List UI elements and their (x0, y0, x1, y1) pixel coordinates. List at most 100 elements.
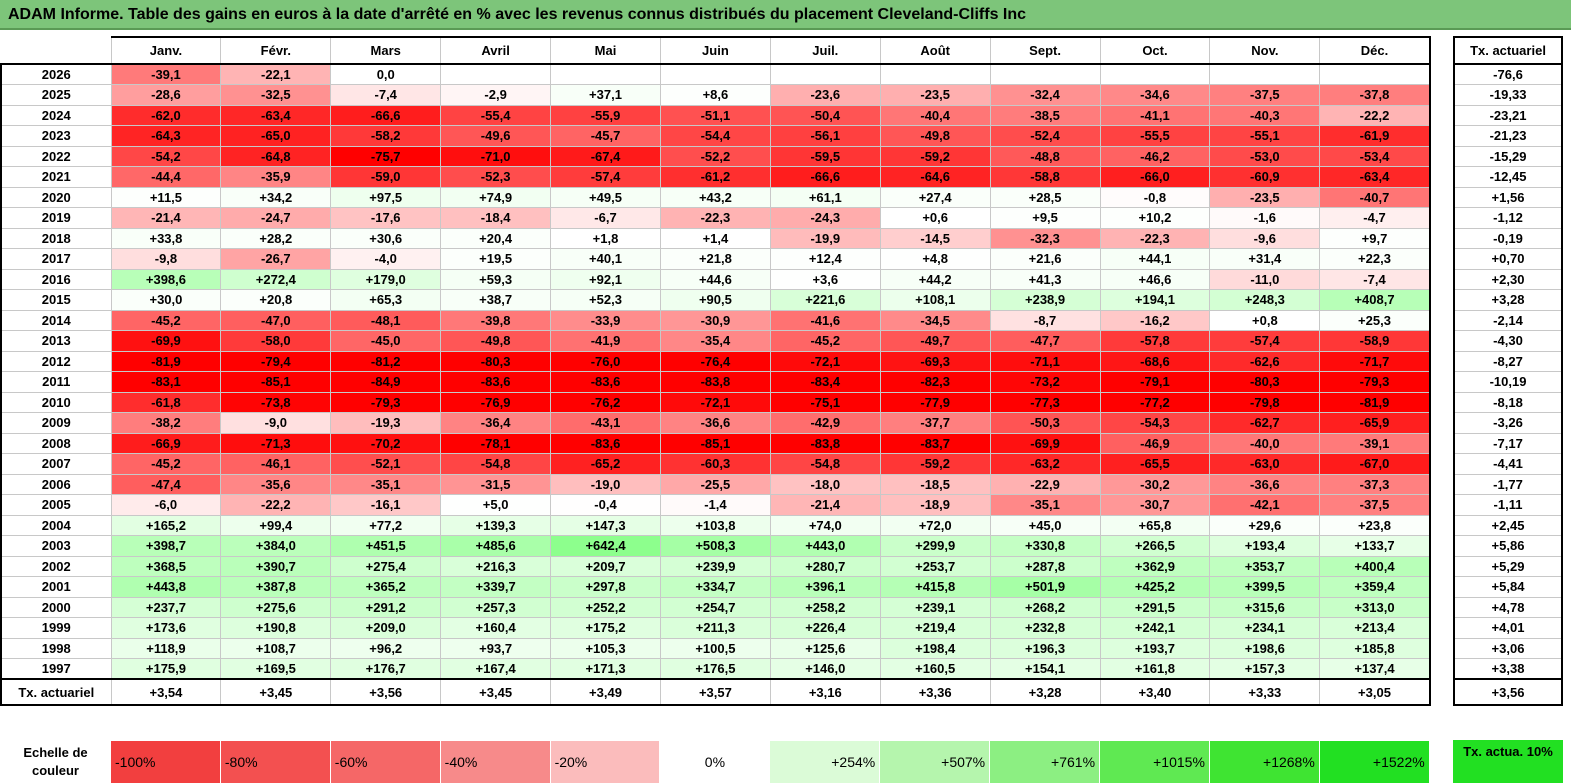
year-cell: 2001 (0, 576, 112, 598)
table-row: 2011 -83,1 -85,1 -84,9 -83,6 -83,6 -83,8 -83,4-… (0, 371, 1431, 393)
value-cell: -57,8 (1099, 330, 1211, 352)
value-cell: +194,1 (1099, 289, 1211, 311)
value-cell: -65,0 (220, 125, 332, 147)
value-cell: +211,3 (659, 617, 771, 639)
value-cell: -46,9 (1099, 432, 1211, 454)
rate-cell: +5,86 (1453, 535, 1563, 557)
value-cell: -81,2 (330, 350, 442, 372)
value-cell: +146,0 (769, 658, 881, 680)
table-row: 1997 +175,9 +169,5 +176,7 +167,4 +171,3 +176,5… (0, 658, 1431, 680)
value-cell: +3,6 (769, 268, 881, 290)
value-cell: -66,9 (110, 432, 222, 454)
value-cell: -41,6 (769, 309, 881, 331)
value-cell: -56,1 (769, 125, 881, 147)
year-cell: 2022 (0, 145, 112, 167)
value-cell: -40,4 (879, 104, 991, 126)
table-row: 2008 -66,9 -71,3 -70,2 -78,1 -83,6 -85,1 -83,8-… (0, 432, 1431, 454)
value-cell: -38,5 (989, 104, 1101, 126)
value-cell: +185,8 (1319, 637, 1431, 659)
rate-cell: -7,17 (1453, 432, 1563, 454)
year-cell: 2000 (0, 596, 112, 618)
value-cell: +190,8 (220, 617, 332, 639)
value-cell: -34,6 (1099, 84, 1211, 106)
value-cell: -21,4 (769, 494, 881, 516)
value-cell: -77,3 (989, 391, 1101, 413)
value-cell: -47,7 (989, 330, 1101, 352)
value-cell: -63,0 (1209, 453, 1321, 475)
table-row: 2014 -45,2 -47,0 -48,1 -39,8 -33,9 -30,9 -41,6-… (0, 309, 1431, 331)
value-cell: -66,6 (330, 104, 442, 126)
rate-cell: -8,18 (1453, 391, 1563, 413)
year-cell: 1999 (0, 617, 112, 639)
value-cell: -52,4 (989, 125, 1101, 147)
value-cell: +28,2 (220, 227, 332, 249)
value-cell: +359,4 (1319, 576, 1431, 598)
value-cell: +237,7 (110, 596, 222, 618)
value-cell: +74,9 (440, 186, 552, 208)
value-cell: +399,5 (1209, 576, 1321, 598)
value-cell: -37,7 (879, 412, 991, 434)
value-cell: +642,4 (550, 535, 661, 557)
value-cell: +29,6 (1209, 514, 1321, 536)
value-cell: +248,3 (1209, 289, 1321, 311)
value-cell: -37,3 (1319, 473, 1431, 495)
value-cell: +157,3 (1209, 658, 1321, 680)
summary-cell: +3,33 (1209, 678, 1321, 706)
value-cell: +175,2 (550, 617, 661, 639)
summary-cell: +3,56 (330, 678, 442, 706)
rate-cell: +3,06 (1453, 637, 1563, 659)
scale-swatch: +1015% (1099, 740, 1210, 784)
year-cell: 2026 (0, 63, 112, 85)
value-cell: +252,2 (550, 596, 661, 618)
value-cell: +44,6 (659, 268, 771, 290)
value-cell: +275,6 (220, 596, 332, 618)
value-cell: +38,7 (440, 289, 552, 311)
year-cell: 2016 (0, 268, 112, 290)
scale-swatch: 0% (659, 740, 771, 784)
value-cell: -63,4 (220, 104, 332, 126)
year-cell: 2008 (0, 432, 112, 454)
value-cell: -7,4 (1319, 268, 1431, 290)
value-cell: -34,5 (879, 309, 991, 331)
table-row: 2003 +398,7 +384,0 +451,5 +485,6 +642,4 +508,3… (0, 535, 1431, 557)
value-cell: -26,7 (220, 248, 332, 270)
value-cell: -69,9 (989, 432, 1101, 454)
year-cell: 2024 (0, 104, 112, 126)
scale-swatch: -80% (219, 740, 331, 784)
scale-side-swatch: Tx. actua. 10% (1453, 740, 1563, 783)
value-cell (1319, 63, 1431, 85)
value-cell: -62,6 (1209, 350, 1321, 372)
value-cell: +133,7 (1319, 535, 1431, 557)
value-cell: +23,8 (1319, 514, 1431, 536)
summary-cell: +3,05 (1319, 678, 1431, 706)
value-cell: -23,5 (879, 84, 991, 106)
table-row: 2026 -39,1 -22,1 0,0 (0, 63, 1431, 85)
value-cell: -57,4 (1209, 330, 1321, 352)
value-cell: -22,2 (220, 494, 332, 516)
value-cell: +209,7 (550, 555, 661, 577)
value-cell: +34,2 (220, 186, 332, 208)
scale-swatch: +254% (769, 740, 881, 784)
value-cell: -67,0 (1319, 453, 1431, 475)
value-cell: +1,4 (659, 227, 771, 249)
value-cell: -68,6 (1099, 350, 1211, 372)
value-cell: -1,4 (659, 494, 771, 516)
value-cell: +239,1 (879, 596, 991, 618)
value-cell: +297,8 (550, 576, 661, 598)
value-cell: +4,8 (879, 248, 991, 270)
value-cell: +44,2 (879, 268, 991, 290)
value-cell: -22,1 (220, 63, 332, 85)
value-cell: +425,2 (1099, 576, 1211, 598)
value-cell: -57,4 (550, 166, 661, 188)
value-cell: -75,1 (769, 391, 881, 413)
year-cell: 2003 (0, 535, 112, 557)
value-cell: +31,4 (1209, 248, 1321, 270)
value-cell: +253,7 (879, 555, 991, 577)
summary-cell: +3,54 (110, 678, 222, 706)
year-cell: 2021 (0, 166, 112, 188)
value-cell: +400,4 (1319, 555, 1431, 577)
value-cell: +291,2 (330, 596, 442, 618)
year-cell: 2002 (0, 555, 112, 577)
value-cell: -52,2 (659, 145, 771, 167)
table-row: 2015 +30,0 +20,8 +65,3 +38,7 +52,3 +90,5 +221,6… (0, 289, 1431, 311)
